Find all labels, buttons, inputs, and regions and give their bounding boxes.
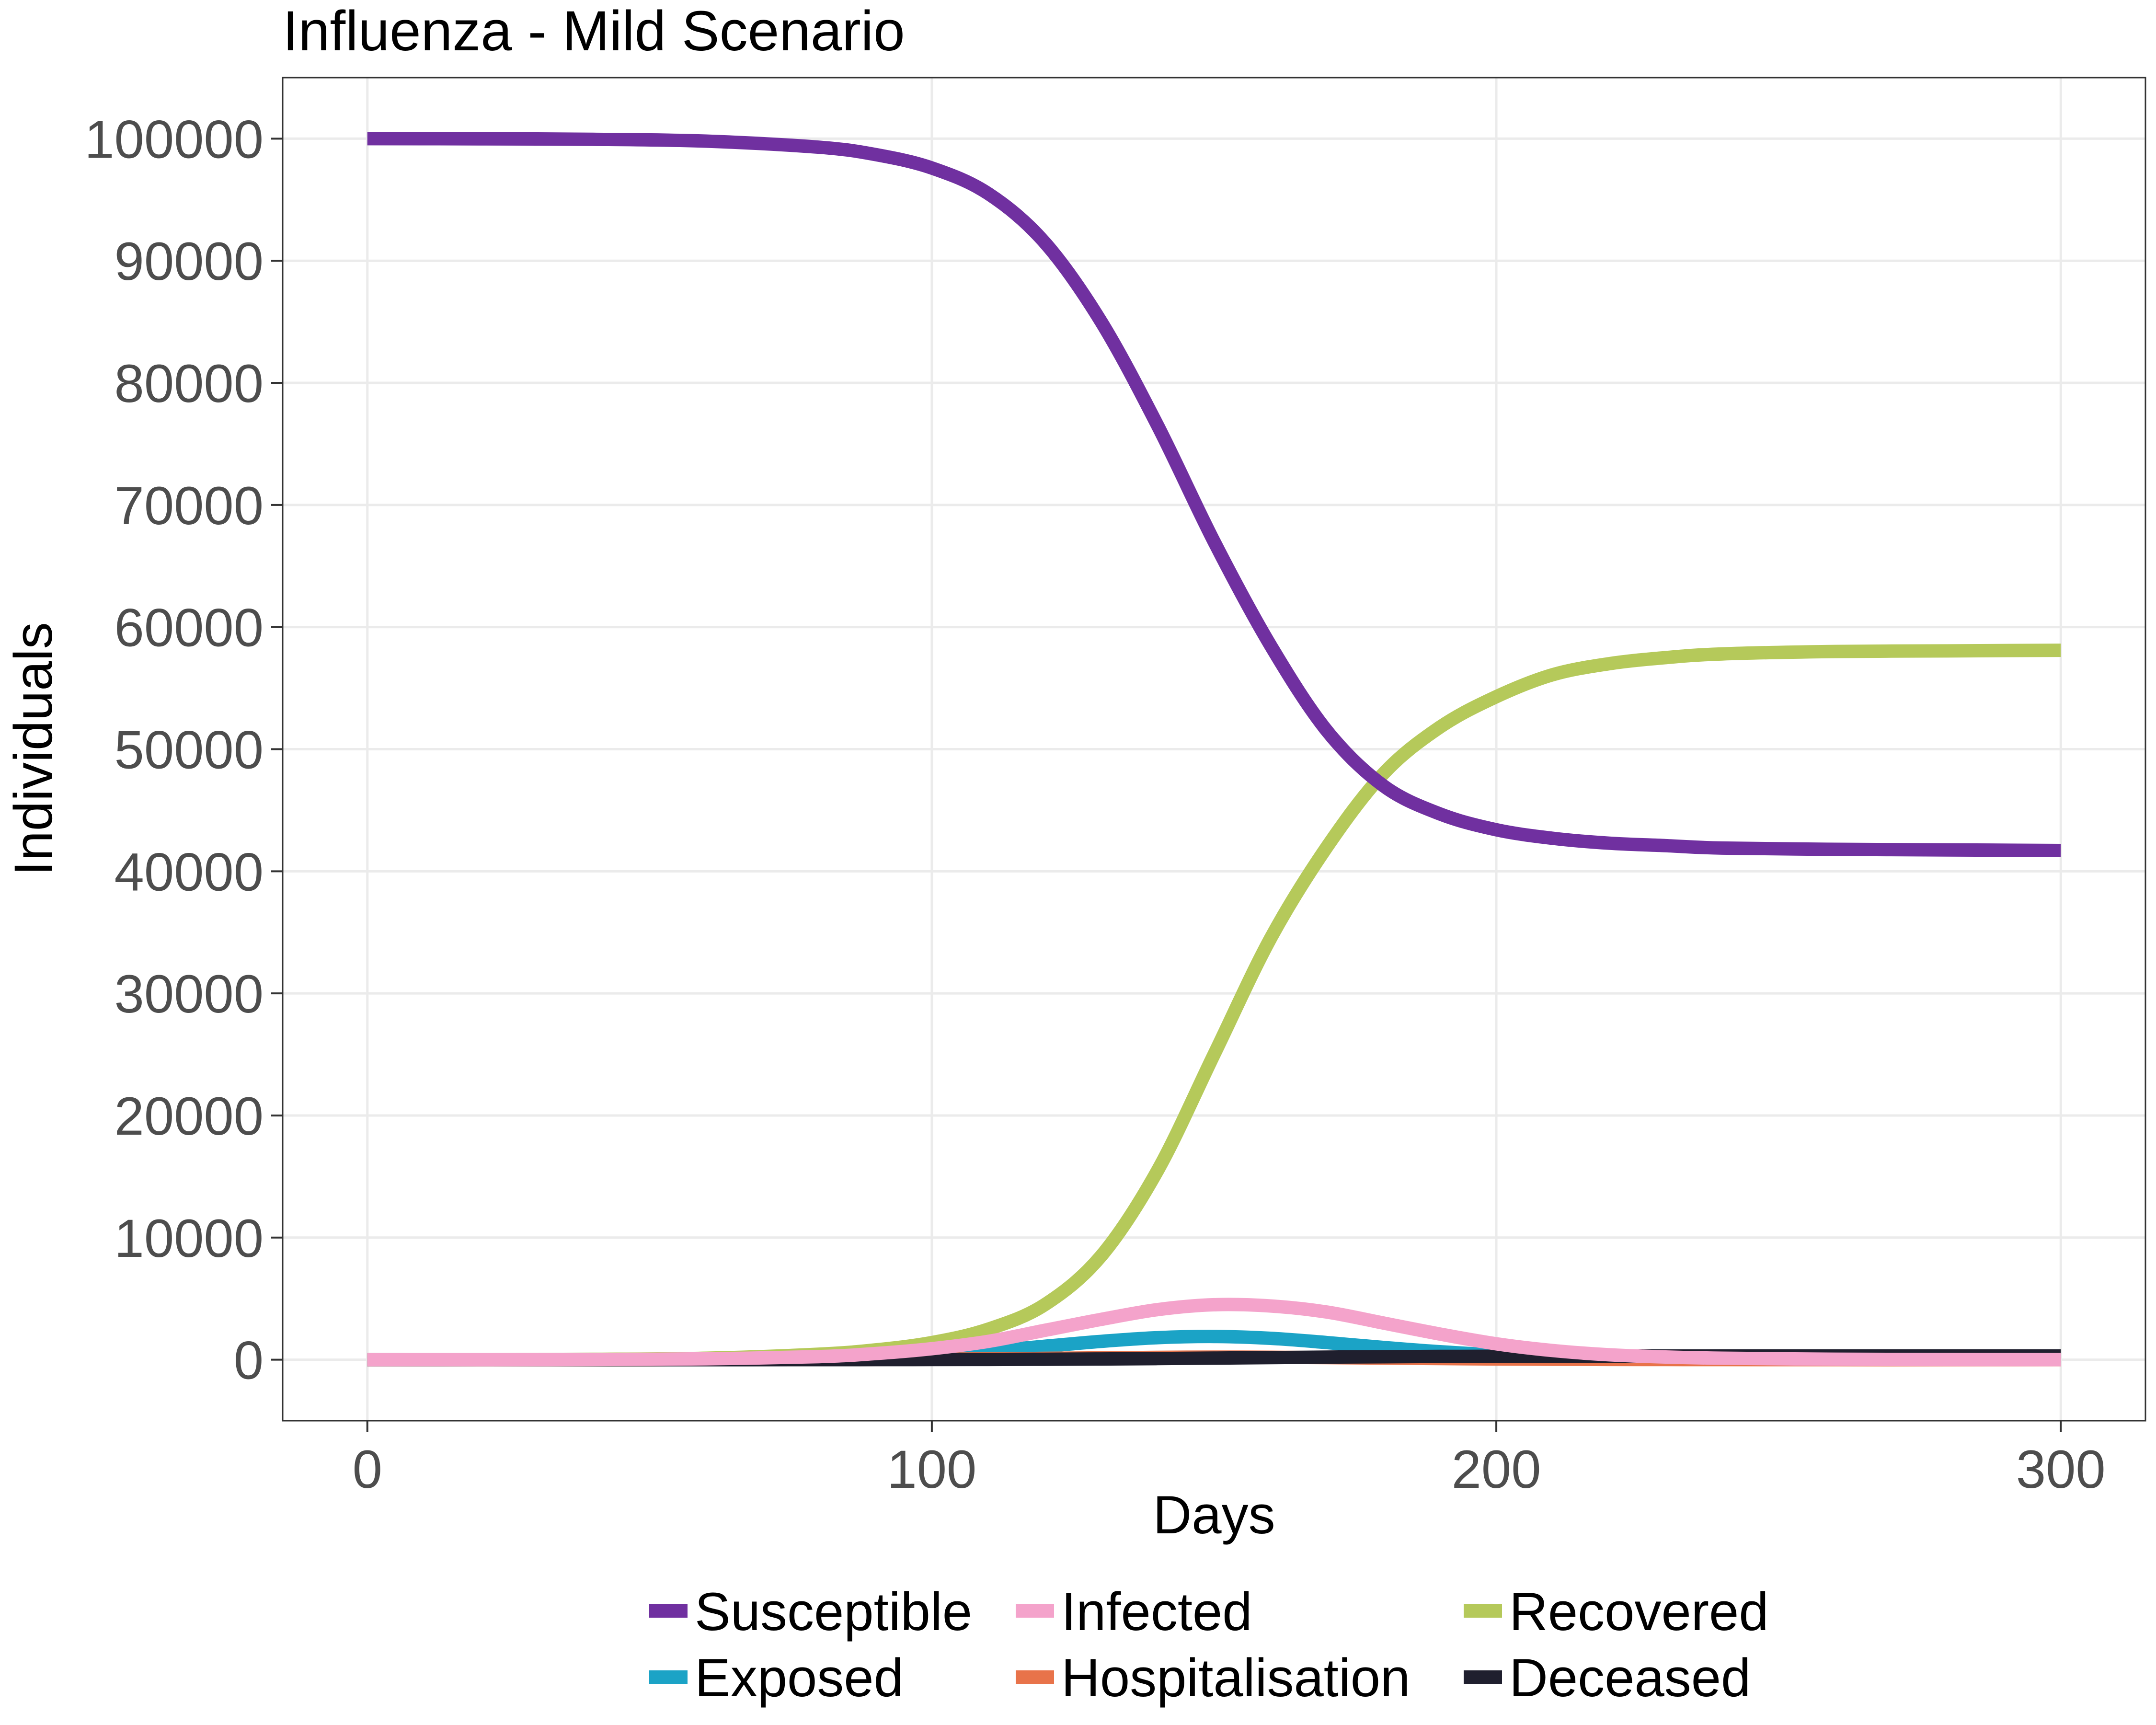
chart-title: Influenza - Mild Scenario [283, 0, 905, 63]
x-axis-ticks: 0 100 200 300 [353, 1421, 2106, 1499]
y-tick-label: 20000 [115, 1086, 264, 1146]
x-tick-label: 0 [353, 1439, 382, 1499]
y-tick-label: 90000 [115, 231, 264, 291]
x-tick-label: 300 [2016, 1439, 2106, 1499]
legend-item-recovered: Recovered [1464, 1582, 1769, 1642]
legend-label-infected: Infected [1061, 1582, 1252, 1642]
y-tick-label: 50000 [115, 720, 264, 780]
y-tick-label: 60000 [115, 598, 264, 658]
legend-item-infected: Infected [1016, 1582, 1252, 1642]
legend-item-deceased: Deceased [1464, 1648, 1751, 1708]
y-axis-ticks: 0 10000 20000 30000 40000 50000 60000 70000 8000… [84, 109, 283, 1391]
series-line-susceptible [367, 132, 2061, 857]
legend-key-infected [1016, 1604, 1054, 1618]
legend-label-deceased: Deceased [1509, 1648, 1751, 1708]
grid [283, 78, 2145, 1421]
y-tick-label: 70000 [115, 476, 264, 536]
legend-key-recovered [1464, 1604, 1502, 1618]
legend-item-exposed: Exposed [649, 1648, 904, 1708]
series-line-infected [367, 1298, 2061, 1367]
legend-label-susceptible: Susceptible [695, 1582, 972, 1642]
legend-item-susceptible: Susceptible [649, 1582, 972, 1642]
y-axis-title: Individuals [3, 622, 63, 875]
y-tick-label: 10000 [115, 1208, 264, 1268]
legend-key-susceptible [649, 1604, 688, 1618]
legend-label-exposed: Exposed [695, 1648, 904, 1708]
legend-key-exposed [649, 1670, 688, 1684]
x-tick-label: 200 [1452, 1439, 1541, 1499]
legend-label-recovered: Recovered [1509, 1582, 1769, 1642]
y-tick-label: 30000 [115, 964, 264, 1024]
y-tick-label: 100000 [84, 109, 264, 169]
y-tick-label: 80000 [115, 354, 264, 414]
y-tick-label: 0 [234, 1331, 264, 1391]
y-tick-label: 40000 [115, 842, 264, 902]
x-tick-label: 100 [887, 1439, 976, 1499]
legend-key-hospitalisation [1016, 1670, 1054, 1684]
series-lines [367, 132, 2061, 1367]
legend-label-hospitalisation: Hospitalisation [1061, 1648, 1410, 1708]
x-axis-title: Days [1153, 1485, 1275, 1545]
legend-item-hospitalisation: Hospitalisation [1016, 1648, 1410, 1708]
legend-key-deceased [1464, 1670, 1502, 1684]
